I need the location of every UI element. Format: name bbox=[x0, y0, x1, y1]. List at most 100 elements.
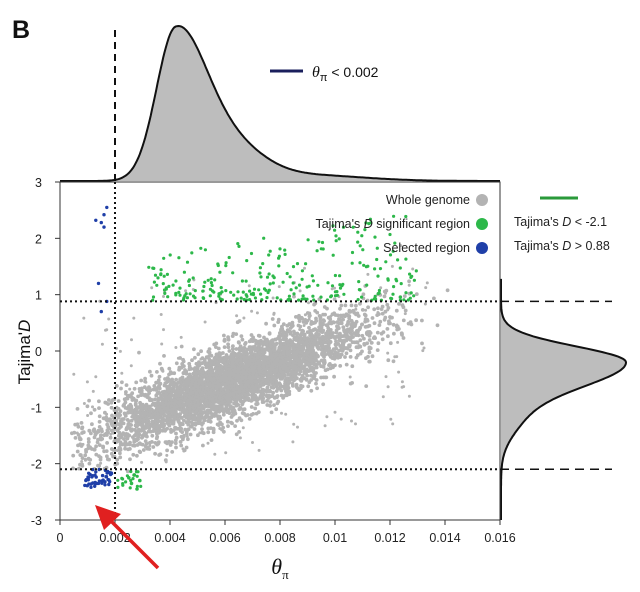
significant-region-point bbox=[294, 286, 298, 290]
significant-region-point bbox=[330, 284, 335, 288]
whole-genome-point bbox=[278, 382, 283, 387]
whole-genome-point bbox=[238, 406, 243, 410]
legend-label-selected-region: Selected region bbox=[383, 241, 470, 255]
whole-genome-point bbox=[272, 403, 276, 407]
whole-genome-point bbox=[190, 422, 195, 427]
whole-genome-point bbox=[319, 344, 324, 349]
whole-genome-point bbox=[391, 322, 396, 327]
x-tick-label: 0.016 bbox=[484, 531, 515, 545]
whole-genome-point bbox=[296, 323, 301, 328]
whole-genome-point bbox=[189, 388, 194, 393]
whole-genome-point bbox=[115, 428, 120, 433]
significant-region-point bbox=[191, 276, 195, 280]
whole-genome-point bbox=[156, 412, 161, 417]
whole-genome-point bbox=[307, 349, 312, 354]
whole-genome-point bbox=[196, 416, 201, 421]
significant-region-point bbox=[392, 214, 396, 218]
whole-genome-point bbox=[271, 363, 275, 368]
whole-genome-point bbox=[122, 437, 126, 441]
significant-region-point bbox=[357, 280, 361, 284]
whole-genome-point bbox=[97, 419, 102, 424]
whole-genome-point bbox=[332, 297, 337, 302]
whole-genome-point bbox=[191, 371, 196, 376]
significant-region-point bbox=[404, 257, 408, 261]
whole-genome-point bbox=[295, 367, 299, 371]
whole-genome-point bbox=[297, 339, 302, 344]
whole-genome-point bbox=[241, 354, 246, 359]
whole-genome-point bbox=[420, 318, 424, 323]
whole-genome-point bbox=[198, 431, 202, 435]
significant-region-point bbox=[193, 289, 197, 293]
selected-region-point bbox=[103, 483, 107, 487]
whole-genome-point bbox=[284, 389, 288, 394]
whole-genome-point bbox=[199, 392, 204, 397]
tajima-threshold-legend: Tajima's D < -2.1 Tajima's D > 0.88 bbox=[514, 196, 610, 253]
whole-genome-point bbox=[260, 356, 265, 361]
whole-genome-point bbox=[253, 346, 258, 351]
whole-genome-point bbox=[339, 314, 344, 319]
whole-genome-point bbox=[120, 380, 124, 385]
whole-genome-point bbox=[152, 423, 157, 428]
whole-genome-point bbox=[370, 354, 375, 359]
whole-genome-point bbox=[278, 361, 282, 366]
whole-genome-point bbox=[161, 422, 166, 427]
significant-region-point bbox=[224, 264, 228, 268]
whole-genome-point bbox=[143, 376, 148, 381]
whole-genome-point bbox=[186, 422, 190, 425]
whole-genome-point bbox=[290, 340, 295, 344]
whole-genome-point bbox=[229, 372, 233, 377]
whole-genome-point bbox=[186, 437, 190, 442]
whole-genome-point bbox=[226, 342, 231, 347]
selected-region-point bbox=[108, 479, 112, 484]
whole-genome-point bbox=[232, 398, 237, 403]
significant-region-point bbox=[266, 290, 270, 295]
whole-genome-point bbox=[215, 370, 220, 375]
whole-genome-point bbox=[127, 433, 132, 438]
significant-region-point bbox=[375, 246, 379, 250]
whole-genome-point bbox=[321, 312, 325, 317]
whole-genome-point bbox=[150, 286, 154, 290]
significant-region-point bbox=[338, 274, 342, 278]
whole-genome-point bbox=[105, 441, 109, 445]
whole-genome-point bbox=[218, 420, 223, 425]
significant-region-point bbox=[402, 298, 406, 302]
whole-genome-point bbox=[143, 439, 148, 443]
whole-genome-point bbox=[243, 360, 248, 364]
whole-genome-point bbox=[87, 461, 92, 466]
whole-genome-point bbox=[207, 357, 212, 362]
significant-region-point bbox=[131, 477, 135, 481]
whole-genome-point bbox=[320, 336, 324, 340]
whole-genome-point bbox=[195, 404, 200, 409]
whole-genome-point bbox=[262, 335, 266, 340]
whole-genome-point bbox=[286, 382, 290, 387]
whole-genome-point bbox=[214, 384, 218, 389]
whole-genome-point bbox=[193, 368, 198, 373]
whole-genome-point bbox=[157, 419, 162, 423]
whole-genome-point bbox=[107, 317, 111, 321]
whole-genome-point bbox=[323, 345, 328, 350]
whole-genome-point bbox=[181, 447, 185, 451]
whole-genome-point bbox=[265, 390, 268, 394]
whole-genome-point bbox=[445, 288, 450, 293]
significant-region-point bbox=[121, 483, 125, 487]
whole-genome-point bbox=[197, 379, 202, 383]
whole-genome-point bbox=[235, 314, 239, 318]
significant-region-point bbox=[278, 247, 282, 251]
whole-genome-point bbox=[218, 385, 223, 390]
whole-genome-point bbox=[234, 432, 239, 437]
whole-genome-point bbox=[264, 357, 269, 362]
whole-genome-point bbox=[117, 433, 122, 438]
whole-genome-point bbox=[215, 376, 220, 380]
significant-region-point bbox=[162, 256, 166, 260]
significant-region-point bbox=[412, 278, 416, 282]
whole-genome-point bbox=[399, 244, 403, 248]
whole-genome-point bbox=[225, 377, 230, 382]
significant-region-point bbox=[258, 266, 262, 270]
whole-genome-point bbox=[88, 445, 92, 450]
whole-genome-point bbox=[332, 311, 337, 316]
whole-genome-point bbox=[182, 418, 186, 423]
whole-genome-point bbox=[362, 336, 366, 341]
whole-genome-point bbox=[102, 449, 106, 454]
whole-genome-point bbox=[222, 357, 227, 362]
